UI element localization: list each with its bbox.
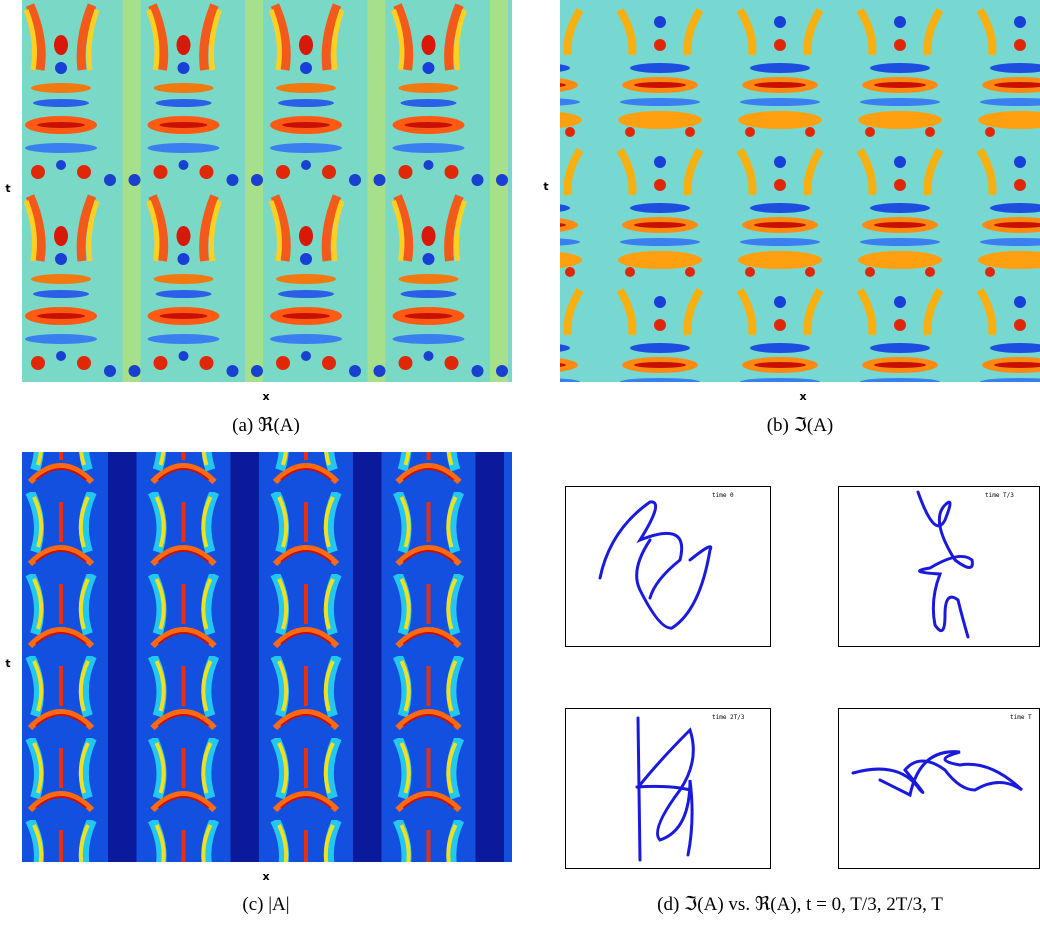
x-label: x: [799, 390, 806, 403]
curve: [635, 716, 695, 862]
subplot-title: time 0: [712, 492, 734, 499]
heatmap-abs: [22, 452, 512, 862]
x-label: x: [262, 870, 269, 883]
caption: (a) ℜ(A): [232, 415, 300, 436]
y-label: t: [5, 657, 10, 670]
curve: [598, 500, 713, 630]
subplot-frame: [838, 708, 1040, 869]
y-label: t: [5, 182, 10, 195]
caption: (d) ℑ(A) vs. ℜ(A), t = 0, T/3, 2T/3, T: [657, 894, 943, 915]
subplot-frame: [565, 708, 771, 869]
x-label: x: [262, 390, 269, 403]
subplot-frame: [565, 486, 771, 647]
curve: [916, 490, 974, 639]
heatmap-imag: [560, 0, 1040, 382]
heatmap-real: [22, 0, 512, 382]
subplot-frame: [838, 486, 1040, 647]
subplot-title: time T: [1010, 714, 1032, 721]
curve: [851, 750, 1024, 798]
caption: (b) ℑ(A): [767, 415, 834, 436]
subplot-title: time T/3: [985, 492, 1014, 499]
subplot-title: time 2T/3: [712, 714, 745, 721]
caption: (c) |A|: [242, 894, 289, 915]
y-label: t: [543, 180, 548, 193]
